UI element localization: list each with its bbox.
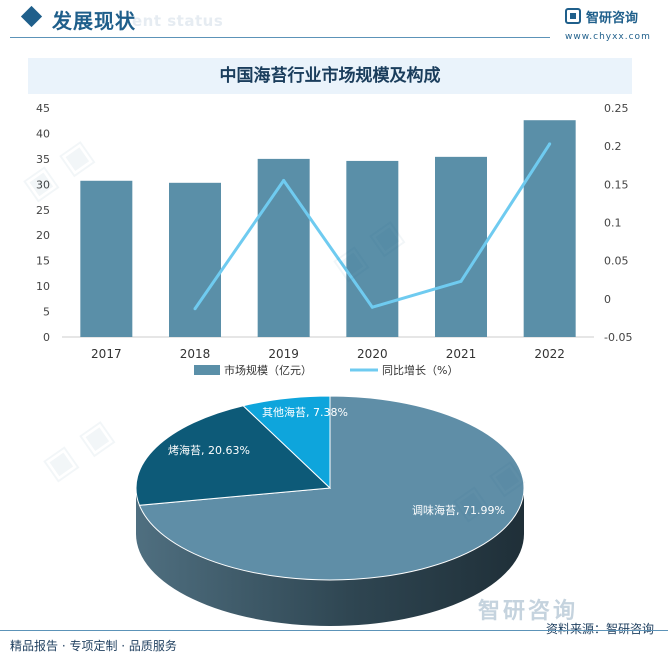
y-left-tick-label: 10 <box>36 280 50 293</box>
x-tick-label: 2019 <box>268 347 299 361</box>
y-right-tick-label: -0.05 <box>604 331 632 344</box>
growth-point <box>193 307 197 311</box>
pie-slice-label: 烤海苔, 20.63% <box>168 443 250 457</box>
y-left-tick-label: 5 <box>43 306 50 319</box>
pie-chart: 调味海苔, 71.99% 烤海苔, 20.63% 其他海苔, 7.38% <box>135 395 525 626</box>
y-left-tick-label: 40 <box>36 127 50 140</box>
footer-slogan: 精品报告 · 专项定制 · 品质服务 <box>10 639 177 653</box>
brand-logo-icon <box>565 8 581 24</box>
x-tick-label: 2022 <box>534 347 565 361</box>
section-subtitle: ent status <box>132 12 224 30</box>
pie-slice-label: 调味海苔, 71.99% <box>412 503 505 517</box>
pie-slice <box>138 395 525 581</box>
growth-point <box>459 279 463 283</box>
bar <box>169 182 221 337</box>
brand-name: 智研咨询 <box>586 11 639 26</box>
header-divider <box>10 37 550 38</box>
y-left-tick-label: 0 <box>43 331 50 344</box>
pie-slice <box>242 395 331 490</box>
y-right-tick-label: 0.25 <box>604 102 629 115</box>
section-title: 发展现状 <box>52 9 136 33</box>
bar-chart: 0 5 10 15 20 25 30 35 40 45 -0.05 0 0.05 0.1 0.15 0.2 0.… <box>36 102 632 377</box>
x-tick-label: 2017 <box>91 347 122 361</box>
growth-point <box>282 179 286 183</box>
y-left-tick-label: 15 <box>36 255 50 268</box>
pie-slice-label: 其他海苔, 7.38% <box>262 405 348 419</box>
chart-title-band: 中国海苔行业市场规模及构成 <box>28 58 632 94</box>
x-tick-label: 2018 <box>180 347 211 361</box>
chart-title: 中国海苔行业市场规模及构成 <box>219 66 441 86</box>
growth-point <box>370 305 374 309</box>
bar <box>523 120 576 337</box>
pie-slice <box>135 405 332 506</box>
pie-side-wall <box>136 488 524 626</box>
y-right-tick-label: 0.2 <box>604 140 622 153</box>
section-header: ent status 发展现状 智研咨询 www.chyxx.com <box>0 0 668 44</box>
bar <box>257 158 310 337</box>
y-left-tick-label: 30 <box>36 178 50 191</box>
legend-swatch-bar <box>194 365 220 375</box>
legend-label-bar: 市场规模（亿元） <box>224 363 312 377</box>
y-left-tick-label: 20 <box>36 229 50 242</box>
y-left-tick-label: 35 <box>36 153 50 166</box>
growth-point <box>548 142 552 146</box>
bar <box>80 180 133 337</box>
y-right-tick-label: 0.15 <box>604 178 629 191</box>
y-right-tick-label: 0.1 <box>604 217 622 230</box>
y-left-tick-label: 25 <box>36 204 50 217</box>
legend-label-line: 同比增长（%） <box>382 363 458 377</box>
source-text: 资料来源：智研咨询 <box>545 622 654 636</box>
brand-url: www.chyxx.com <box>565 32 651 42</box>
footer-divider <box>0 630 668 631</box>
bar <box>435 156 487 337</box>
x-tick-label: 2020 <box>357 347 388 361</box>
y-left-tick-label: 45 <box>36 102 50 115</box>
y-right-tick-label: 0 <box>604 293 611 306</box>
bar <box>346 160 399 337</box>
x-tick-label: 2021 <box>446 347 477 361</box>
footer-brand-mark: 智研咨询 <box>478 599 579 624</box>
y-right-tick-label: 0.05 <box>604 255 629 268</box>
